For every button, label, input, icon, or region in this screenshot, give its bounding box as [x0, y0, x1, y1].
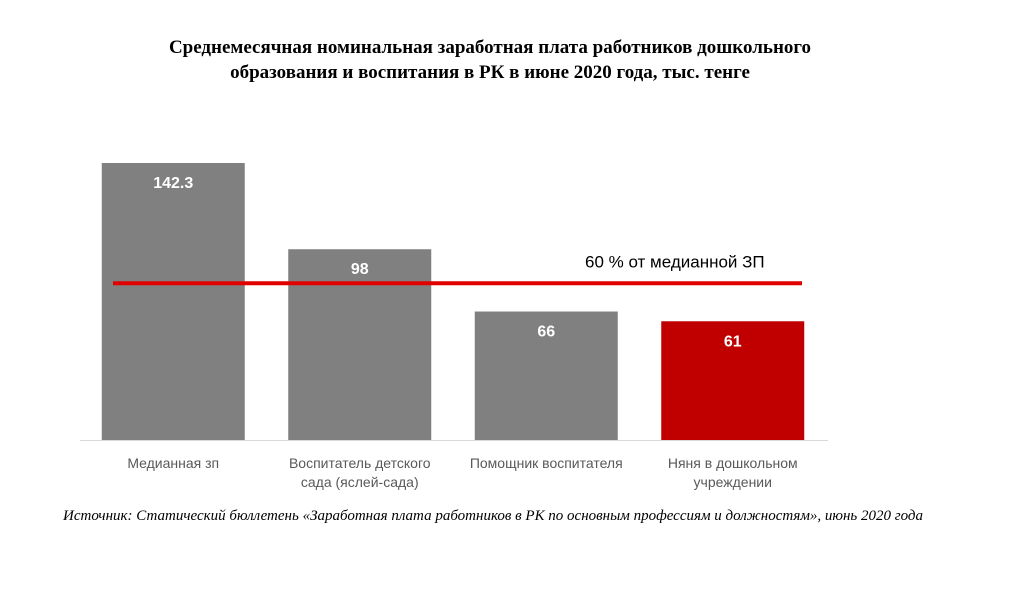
data-label-2: 98 [351, 261, 369, 278]
source-note: Источник: Статический бюллетень «Заработ… [63, 508, 923, 524]
chart-title: Среднемесячная номинальная заработная пл… [60, 35, 920, 85]
data-label-3: 66 [537, 324, 555, 341]
category-label-1: Медианная зп [127, 455, 219, 471]
chart-title-line-2: образования и воспитания в РК в июне 202… [230, 62, 750, 83]
bar-4 [661, 321, 805, 440]
bar-1 [101, 163, 245, 440]
data-label-4: 61 [724, 333, 742, 350]
category-label-2-line-2: сада (яслей-сада) [301, 474, 419, 490]
chart-title-line-1: Среднемесячная номинальная заработная пл… [168, 37, 812, 58]
data-label-1: 142.3 [153, 175, 193, 192]
category-label-2-line-1: Воспитатель детского [289, 455, 431, 471]
category-label-4-line-1: Няня в дошкольном [668, 455, 798, 471]
bar-3 [474, 311, 618, 440]
category-label-3: Помощник воспитателя [470, 455, 623, 471]
bar-2 [288, 249, 432, 440]
category-label-4-line-2: учреждении [694, 474, 772, 490]
reference-line-label: 60 % от медианной ЗП [585, 252, 765, 271]
